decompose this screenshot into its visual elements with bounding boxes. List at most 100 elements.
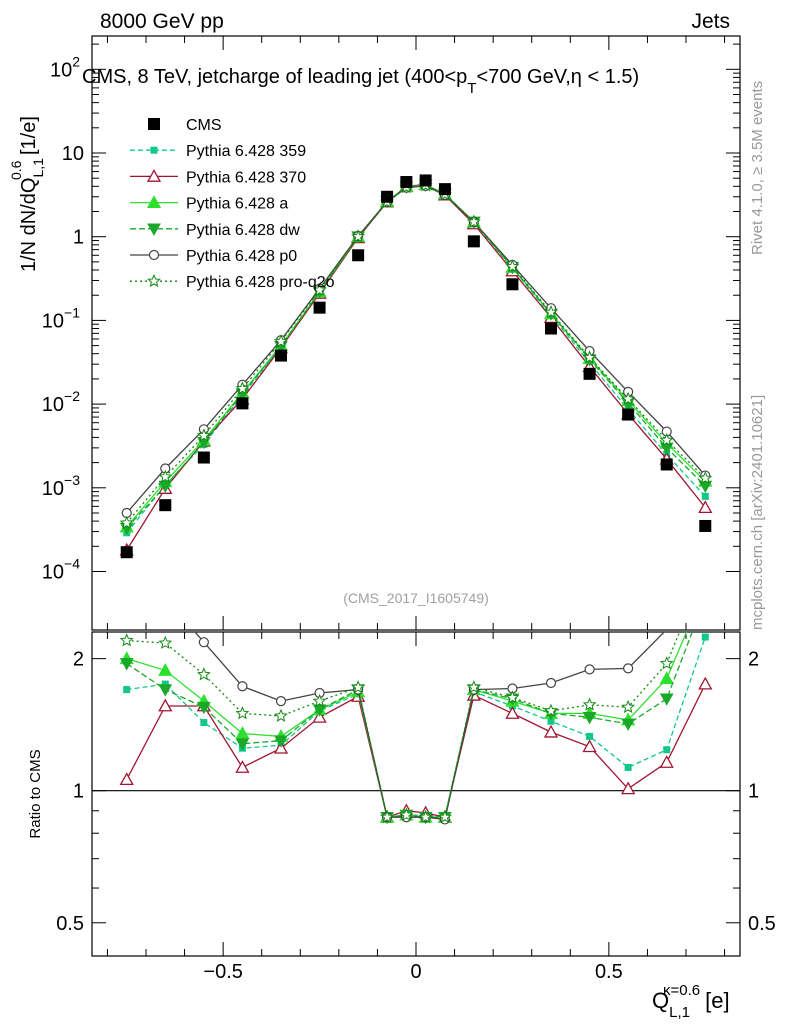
main-series-point bbox=[582, 350, 597, 364]
ratio-series-point bbox=[158, 698, 173, 712]
ratio-series-point bbox=[200, 719, 208, 727]
ratio-series-point bbox=[119, 772, 134, 786]
ratio-series-point bbox=[274, 735, 288, 748]
ratio-series-point bbox=[158, 663, 173, 676]
legend-entry: Pythia 6.428 dw bbox=[130, 222, 300, 239]
ratio-series-point bbox=[505, 706, 520, 719]
legend-label: Pythia 6.428 dw bbox=[186, 222, 300, 239]
ratio-series-6 bbox=[119, 632, 681, 824]
y-tick-label-exponent: −2 bbox=[64, 388, 80, 404]
main-series-point bbox=[235, 381, 250, 395]
y-tick-label-base: 10 bbox=[62, 143, 84, 165]
ratio-series-point bbox=[545, 677, 557, 689]
ratio-series-point bbox=[586, 732, 594, 740]
main-series-point bbox=[158, 469, 173, 483]
cms-data-point bbox=[275, 349, 287, 362]
ratio-series-point bbox=[659, 755, 674, 768]
y-tick-label-exponent: −4 bbox=[64, 555, 80, 571]
ratio-y-tick-label-left: 1 bbox=[73, 781, 84, 803]
analysis-id-label: (CMS_2017_I1605749) bbox=[343, 590, 489, 606]
ratio-series-point bbox=[418, 809, 433, 824]
site-label: mcplots.cern.ch [arXiv:2401.10621] bbox=[749, 395, 766, 630]
cms-data-point bbox=[622, 408, 635, 421]
ratio-series-point bbox=[380, 809, 395, 824]
legend-entry: CMS bbox=[148, 117, 222, 134]
ratio-series-point bbox=[624, 763, 632, 771]
y-tick-label-exponent: −1 bbox=[64, 304, 80, 320]
x-label-q: Q bbox=[652, 988, 669, 1013]
ratio-series-line bbox=[126, 632, 681, 818]
cms-data-point bbox=[159, 499, 172, 512]
y-tick-label: 10 bbox=[62, 143, 84, 165]
legend-swatch-marker bbox=[147, 223, 161, 236]
chart-title: CMS, 8 TeV, jetcharge of leading jet (40… bbox=[82, 66, 639, 97]
y-tick-label-exponent: 2 bbox=[72, 53, 80, 69]
legend: CMS Pythia 6.428 359 Pythia 6.428 370 Pythi… bbox=[130, 117, 335, 291]
y-label-superscript: 0.6 bbox=[8, 160, 24, 180]
ratio-series-point bbox=[351, 680, 366, 694]
ratio-series-point bbox=[582, 711, 597, 725]
y-tick-label-base: 10 bbox=[50, 59, 72, 81]
ratio-series-point bbox=[158, 635, 173, 649]
main-series-line bbox=[126, 184, 706, 529]
main-series-point bbox=[466, 214, 481, 228]
main-series-point bbox=[196, 428, 211, 442]
ratio-series-point bbox=[123, 686, 131, 694]
ratio-y-tick-label-right: 1 bbox=[748, 781, 759, 803]
ratio-series-point bbox=[399, 807, 414, 821]
x-label-unit: [e] bbox=[705, 988, 729, 1013]
y-tick-label-base: 1 bbox=[73, 227, 84, 249]
legend-swatch-marker bbox=[148, 249, 160, 261]
ratio-series-point bbox=[235, 738, 250, 751]
cms-data-point bbox=[400, 176, 413, 189]
legend-label: Pythia 6.428 370 bbox=[186, 169, 306, 186]
x-tick-label: −0.5 bbox=[203, 961, 242, 983]
legend-entry: Pythia 6.428 pro-q2o bbox=[130, 273, 335, 291]
ratio-series-point bbox=[197, 701, 211, 715]
chart-title-main: CMS, 8 TeV, jetcharge of leading jet (40… bbox=[82, 66, 467, 88]
ratio-series-point bbox=[621, 718, 635, 731]
ratio-series-point bbox=[437, 809, 452, 824]
legend-label: Pythia 6.428 359 bbox=[186, 143, 306, 160]
category-label: Jets bbox=[691, 10, 730, 33]
ratio-series-point bbox=[237, 681, 248, 692]
ratio-series-point bbox=[584, 664, 595, 675]
ratio-y-tick-label-left: 2 bbox=[73, 649, 84, 671]
main-series-point bbox=[659, 432, 674, 447]
ratio-y-tick-label-right: 2 bbox=[748, 649, 759, 671]
cms-data-point bbox=[699, 519, 712, 532]
cms-data-point bbox=[467, 235, 480, 248]
y-tick-label-base: 10 bbox=[42, 394, 64, 416]
cms-data-points bbox=[120, 174, 712, 559]
main-series-point bbox=[312, 282, 327, 297]
chart-title-tail: <700 GeV,η < 1.5) bbox=[476, 66, 639, 88]
legend-entry: Pythia 6.428 p0 bbox=[130, 248, 297, 265]
y-label-subscript: L,1 bbox=[30, 158, 46, 178]
y-tick-label-base: 10 bbox=[42, 310, 64, 332]
main-series-point bbox=[698, 500, 713, 514]
main-series-point bbox=[158, 480, 173, 494]
main-y-axis-label: 1/N dN/dQL,1 0.6 [1/e] bbox=[8, 116, 46, 272]
cms-data-point bbox=[197, 451, 210, 464]
cms-data-point bbox=[419, 174, 432, 187]
ratio-series-point bbox=[543, 724, 559, 738]
legend-entry: Pythia 6.428 370 bbox=[130, 169, 306, 186]
ratio-series-point bbox=[701, 633, 709, 641]
ratio-series-point bbox=[659, 693, 674, 706]
ratio-series-point bbox=[274, 708, 288, 722]
ratio-series-point bbox=[235, 760, 250, 773]
legend-swatch-marker bbox=[148, 118, 160, 130]
cms-data-point bbox=[352, 249, 365, 262]
x-tick-label: 0 bbox=[410, 961, 421, 983]
cms-data-point bbox=[236, 397, 249, 410]
ratio-series-point bbox=[119, 658, 134, 671]
legend-swatch-marker bbox=[147, 273, 161, 288]
y-label-prefix: 1/N dN/dQ bbox=[18, 178, 40, 272]
legend-label: Pythia 6.428 pro-q2o bbox=[186, 274, 335, 291]
legend-swatch-marker bbox=[146, 169, 162, 182]
y-tick-label-base: 10 bbox=[42, 561, 64, 583]
legend-label: CMS bbox=[186, 117, 222, 134]
ratio-series-point bbox=[312, 693, 327, 708]
main-series-point bbox=[119, 515, 134, 529]
